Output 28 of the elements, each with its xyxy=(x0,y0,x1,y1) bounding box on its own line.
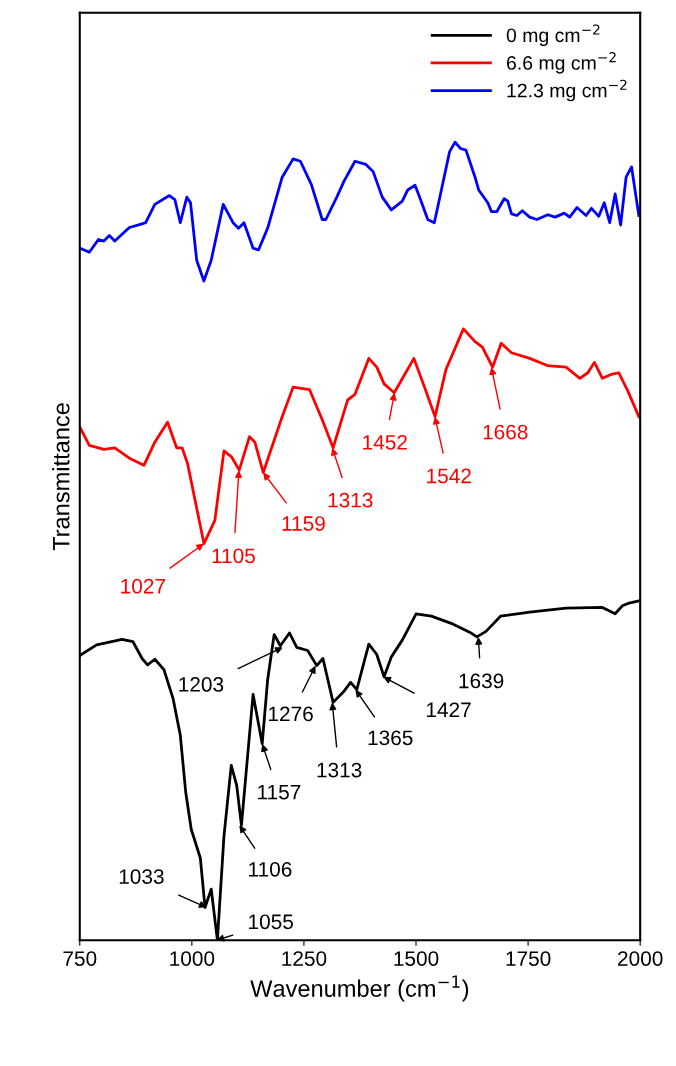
x-tick-label: 1500 xyxy=(394,951,439,966)
annotation: 1313 xyxy=(328,492,373,508)
annotation: 1203 xyxy=(179,677,224,692)
annotation: 1452 xyxy=(363,434,407,450)
annotation: 1105 xyxy=(212,548,255,564)
annotation: 1106 xyxy=(249,861,292,877)
annotation: 1668 xyxy=(483,424,528,440)
legend-label: 6.6 mg cm$^{−2}$ xyxy=(506,52,616,74)
x-tick-label: 1250 xyxy=(282,951,327,966)
annotation: 1055 xyxy=(249,914,293,930)
annotation: 1276 xyxy=(269,706,313,722)
x-tick-label: 1750 xyxy=(506,951,551,966)
annotation: 1159 xyxy=(282,516,325,531)
y-axis-title: Transmittance xyxy=(52,403,70,551)
annotation: 1639 xyxy=(459,673,504,689)
annotation: 1542 xyxy=(427,468,471,484)
x-tick-label: 1000 xyxy=(170,951,215,966)
annotation: 1313 xyxy=(317,762,362,778)
annotation: 1157 xyxy=(258,784,301,800)
x-axis-title: Wavenumber (cm$^{−1}$) xyxy=(250,975,469,1002)
annotation: 1027 xyxy=(121,578,165,594)
legend-label: 0 mg cm$^{−2}$ xyxy=(506,24,600,47)
annotation: 1365 xyxy=(368,730,413,746)
x-tick-label: 750 xyxy=(63,951,97,966)
legend-label: 12.3 mg cm$^{−2}$ xyxy=(507,79,627,102)
x-tick-label: 2000 xyxy=(618,951,663,966)
annotation: 1033 xyxy=(119,869,164,884)
annotation: 1427 xyxy=(426,702,471,717)
